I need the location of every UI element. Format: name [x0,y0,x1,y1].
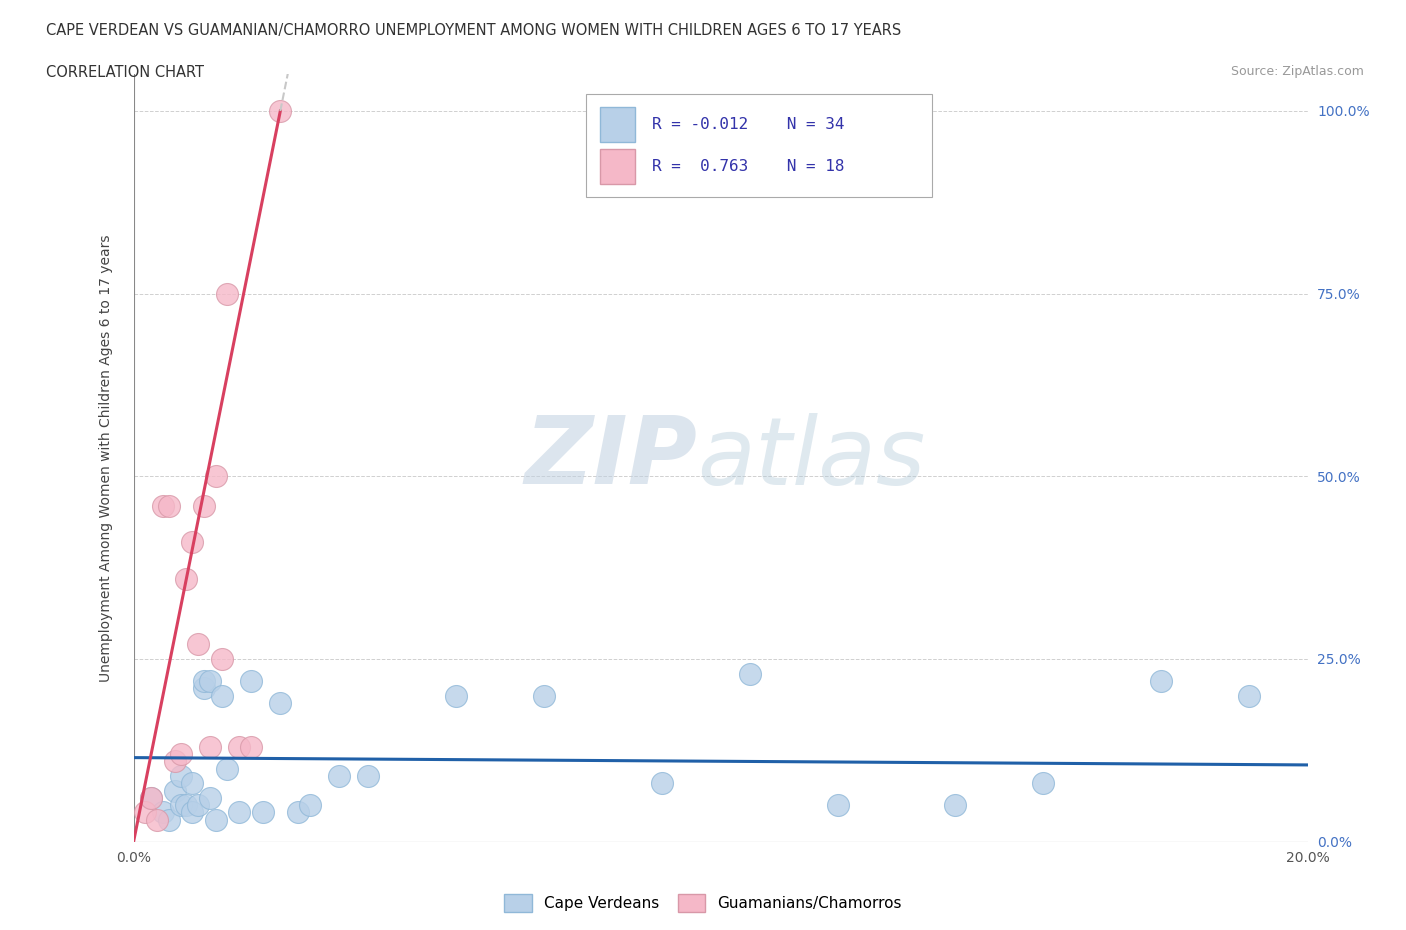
Point [827,798,849,813]
Point [945,798,967,813]
Point [1032,776,1054,790]
Legend: Cape Verdeans, Guamanians/Chamorros: Cape Verdeans, Guamanians/Chamorros [498,888,908,918]
Point [446,688,468,703]
Point [269,103,291,118]
Point [181,776,204,790]
Point [1150,673,1173,688]
Point [287,805,309,820]
Point [157,812,180,827]
Point [298,798,321,813]
Point [198,790,221,805]
Point [228,805,250,820]
Text: R = -0.012    N = 34: R = -0.012 N = 34 [652,117,845,132]
Point [204,812,226,827]
Point [152,498,174,513]
Point [738,666,761,681]
Y-axis label: Unemployment Among Women with Children Ages 6 to 17 years: Unemployment Among Women with Children A… [98,234,112,682]
Text: ZIP: ZIP [524,412,697,504]
Point [269,696,291,711]
Point [169,768,191,783]
Point [146,812,169,827]
Bar [599,107,636,141]
Point [239,673,263,688]
Bar [599,149,636,184]
Point [533,688,555,703]
Point [651,776,673,790]
Point [252,805,274,820]
Point [193,673,215,688]
Text: CORRELATION CHART: CORRELATION CHART [46,65,204,80]
Point [187,798,209,813]
Point [181,805,204,820]
Point [1237,688,1260,703]
Point [198,739,221,754]
Point [217,286,239,301]
Point [228,739,250,754]
Text: R =  0.763    N = 18: R = 0.763 N = 18 [652,159,845,174]
Point [152,805,174,820]
Point [157,498,180,513]
Point [193,498,215,513]
Point [217,761,239,776]
Point [169,798,191,813]
Text: Source: ZipAtlas.com: Source: ZipAtlas.com [1230,65,1364,78]
FancyBboxPatch shape [585,94,932,197]
Point [163,783,186,798]
Point [198,673,221,688]
Point [193,681,215,696]
Point [141,790,163,805]
Point [169,747,191,762]
Point [141,790,163,805]
Point [176,798,198,813]
Text: atlas: atlas [697,413,925,503]
Point [181,535,204,550]
Point [211,688,233,703]
Point [328,768,350,783]
Point [187,637,209,652]
Point [204,469,226,484]
Point [176,571,198,586]
Point [239,739,263,754]
Point [211,652,233,667]
Text: CAPE VERDEAN VS GUAMANIAN/CHAMORRO UNEMPLOYMENT AMONG WOMEN WITH CHILDREN AGES 6: CAPE VERDEAN VS GUAMANIAN/CHAMORRO UNEMP… [46,23,901,38]
Point [163,754,186,769]
Point [134,805,156,820]
Point [357,768,380,783]
